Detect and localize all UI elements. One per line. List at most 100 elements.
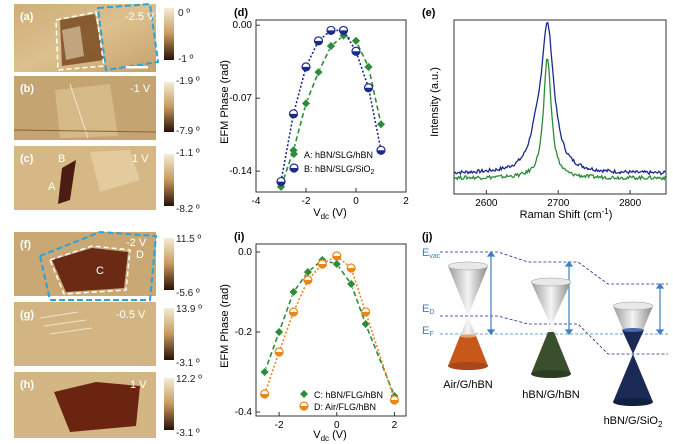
colorbar-a	[164, 8, 174, 60]
chart-i-xtick-label: 0	[334, 420, 340, 431]
cone-3-filled-upper	[622, 330, 644, 354]
chart-e-xtick-label: 2600	[475, 198, 498, 209]
chart-d-series-1-point-fill	[377, 150, 385, 155]
chart-i-ytick-label: 0.0	[238, 247, 252, 258]
cb-top-b: -1.9 º	[176, 76, 200, 87]
cb-bottom-a: -1 º	[178, 54, 194, 65]
colorbar-h	[164, 378, 174, 430]
afm-voltage-a: -2.5 V	[125, 11, 155, 23]
marker-b: B	[58, 153, 65, 165]
chart-e-xlabel: Raman Shift (cm-1)	[520, 207, 613, 221]
chart-e-series-navy	[453, 21, 666, 176]
fold-line-b	[69, 83, 89, 139]
chart-i-series-0-point	[331, 259, 342, 269]
chart-i-series-1-point-fill	[303, 280, 312, 284]
cb-top-a: 0 º	[178, 8, 190, 19]
colorbar-b	[164, 82, 174, 132]
cb-top-g: 13.9 º	[176, 304, 202, 315]
afm-panel-b: (b) -1 V -1.9 º -7.9 º	[13, 76, 200, 140]
panel-label-j: (j)	[422, 231, 433, 243]
cone-2-upper	[531, 282, 571, 326]
chart-d-ytick-label: -0.07	[229, 93, 252, 104]
legend-marker-c	[300, 390, 308, 398]
chart-i-series-1-point-fill	[260, 394, 269, 398]
chart-i-series-0-point	[259, 367, 270, 377]
cb-bottom-b: -7.9 º	[176, 126, 200, 137]
chart-e: (e) 2600 2700 2800 Intensity (a.u.) Raman …	[422, 7, 667, 221]
cone-1-upper	[448, 266, 488, 316]
chart-i-ylabel: EFM Phase (rad)	[219, 284, 231, 368]
marker-a: A	[48, 181, 56, 193]
chart-e-xtick-label: 2800	[619, 198, 642, 209]
chart-i-series-1-point-fill	[390, 400, 399, 404]
chart-i-ytick-label: -0.2	[235, 327, 253, 338]
chart-i-series-1-point-fill	[347, 268, 356, 272]
afm-label-f: (f)	[20, 239, 31, 251]
dirac-cone-air-g-hbn: Air/G/hBN	[443, 261, 493, 391]
region-outline-cyan-f	[38, 230, 158, 301]
legend-marker-a	[290, 150, 298, 158]
cb-bottom-h: -3.1 º	[176, 428, 200, 439]
chart-d-xlabel-unit: (V)	[329, 207, 347, 219]
chart-e-series-green	[453, 58, 666, 181]
afm-label-g: (g)	[20, 309, 34, 321]
cone-3-base	[613, 398, 653, 406]
cone-3-label: hBN/G/SiO2	[604, 415, 663, 429]
level-lines	[440, 251, 668, 355]
legend-label-a: A: hBN/SLG/hBN	[304, 150, 373, 160]
chart-d-series-0-point	[326, 41, 336, 51]
chart-d-xlabel: Vdc (V)	[313, 207, 347, 221]
chart-i-frame	[255, 243, 407, 417]
e-vac-sub: vac	[429, 253, 440, 260]
region-outline-cyan-a	[96, 2, 160, 72]
chart-i-series-1-line	[263, 255, 396, 401]
legend-label-b-sub: 2	[371, 169, 375, 176]
chart-i: (i) -2 0 2 0.0 -0.2 -0.4 EFM Phase (rad) Vdc …	[219, 231, 407, 443]
legend-label-b: B: hBN/SLG/SiO2	[304, 164, 375, 176]
legend-marker-b-fill	[290, 168, 298, 172]
cb-bottom-c: -8.2 º	[176, 204, 200, 215]
afm-panel-h: (h) 1 V 12.2 º -3.1 º	[14, 372, 202, 439]
chart-d-series-1-point-fill	[352, 51, 360, 56]
chart-d: (d) -4 -2 0 2 0.00 -0.07 -0.14 EFM Phase (rad)…	[219, 7, 409, 221]
colorbar-c	[164, 154, 174, 206]
panel-label-i: (i)	[234, 231, 245, 243]
legend-label-c: C: hBN/FLG/hBN	[314, 390, 383, 400]
e-d-sub: D	[429, 309, 434, 316]
chart-d-series-1-point-fill	[339, 30, 348, 35]
edge-line-b	[13, 129, 157, 133]
afm-voltage-f: -2 V	[126, 237, 147, 249]
flake-f	[52, 248, 128, 292]
e-d-main: E	[422, 303, 429, 315]
e-d-label: ED	[422, 303, 434, 316]
chart-d-xtick-label: 0	[353, 196, 359, 207]
chart-i-series-0-line	[263, 259, 396, 397]
work-function-arrows	[486, 251, 665, 335]
chart-d-series-1-point-fill	[289, 113, 298, 118]
chart-d-ytick-label: -0.14	[229, 166, 252, 177]
chart-d-ylabel: EFM Phase (rad)	[219, 60, 231, 144]
flake-c-a	[58, 160, 76, 204]
flake-h	[54, 382, 140, 432]
chart-i-xlabel-main: V	[313, 429, 321, 441]
chart-e-plot: 2600 2700 2800	[453, 19, 667, 209]
e-vac-main: E	[422, 247, 429, 259]
arrow-1-head-top	[486, 251, 496, 257]
afm-label-h: (h)	[20, 379, 34, 391]
chart-e-frame	[453, 19, 667, 195]
afm-image-g	[14, 302, 156, 366]
panel-label-e: (e)	[422, 7, 436, 19]
chart-d-series-1-point-fill	[327, 30, 335, 35]
chart-d-series-1-point-fill	[314, 40, 323, 45]
flake-a-inner	[62, 26, 84, 60]
cb-top-h: 12.2 º	[176, 374, 202, 385]
chart-e-xlabel-tail: )	[609, 209, 613, 221]
arrow-1-head-bottom	[486, 329, 496, 335]
e-f-main: E	[422, 325, 429, 337]
chart-d-xtick-label: 2	[403, 196, 409, 207]
afm-voltage-b: -1 V	[130, 83, 151, 95]
chart-i-series-1-point-fill	[318, 264, 327, 268]
afm-panel-a: (a) -2.5 V 0 º -1 º	[14, 2, 194, 72]
e-f-label: EF	[422, 325, 434, 338]
chart-d-series-1-point-fill	[302, 66, 310, 71]
